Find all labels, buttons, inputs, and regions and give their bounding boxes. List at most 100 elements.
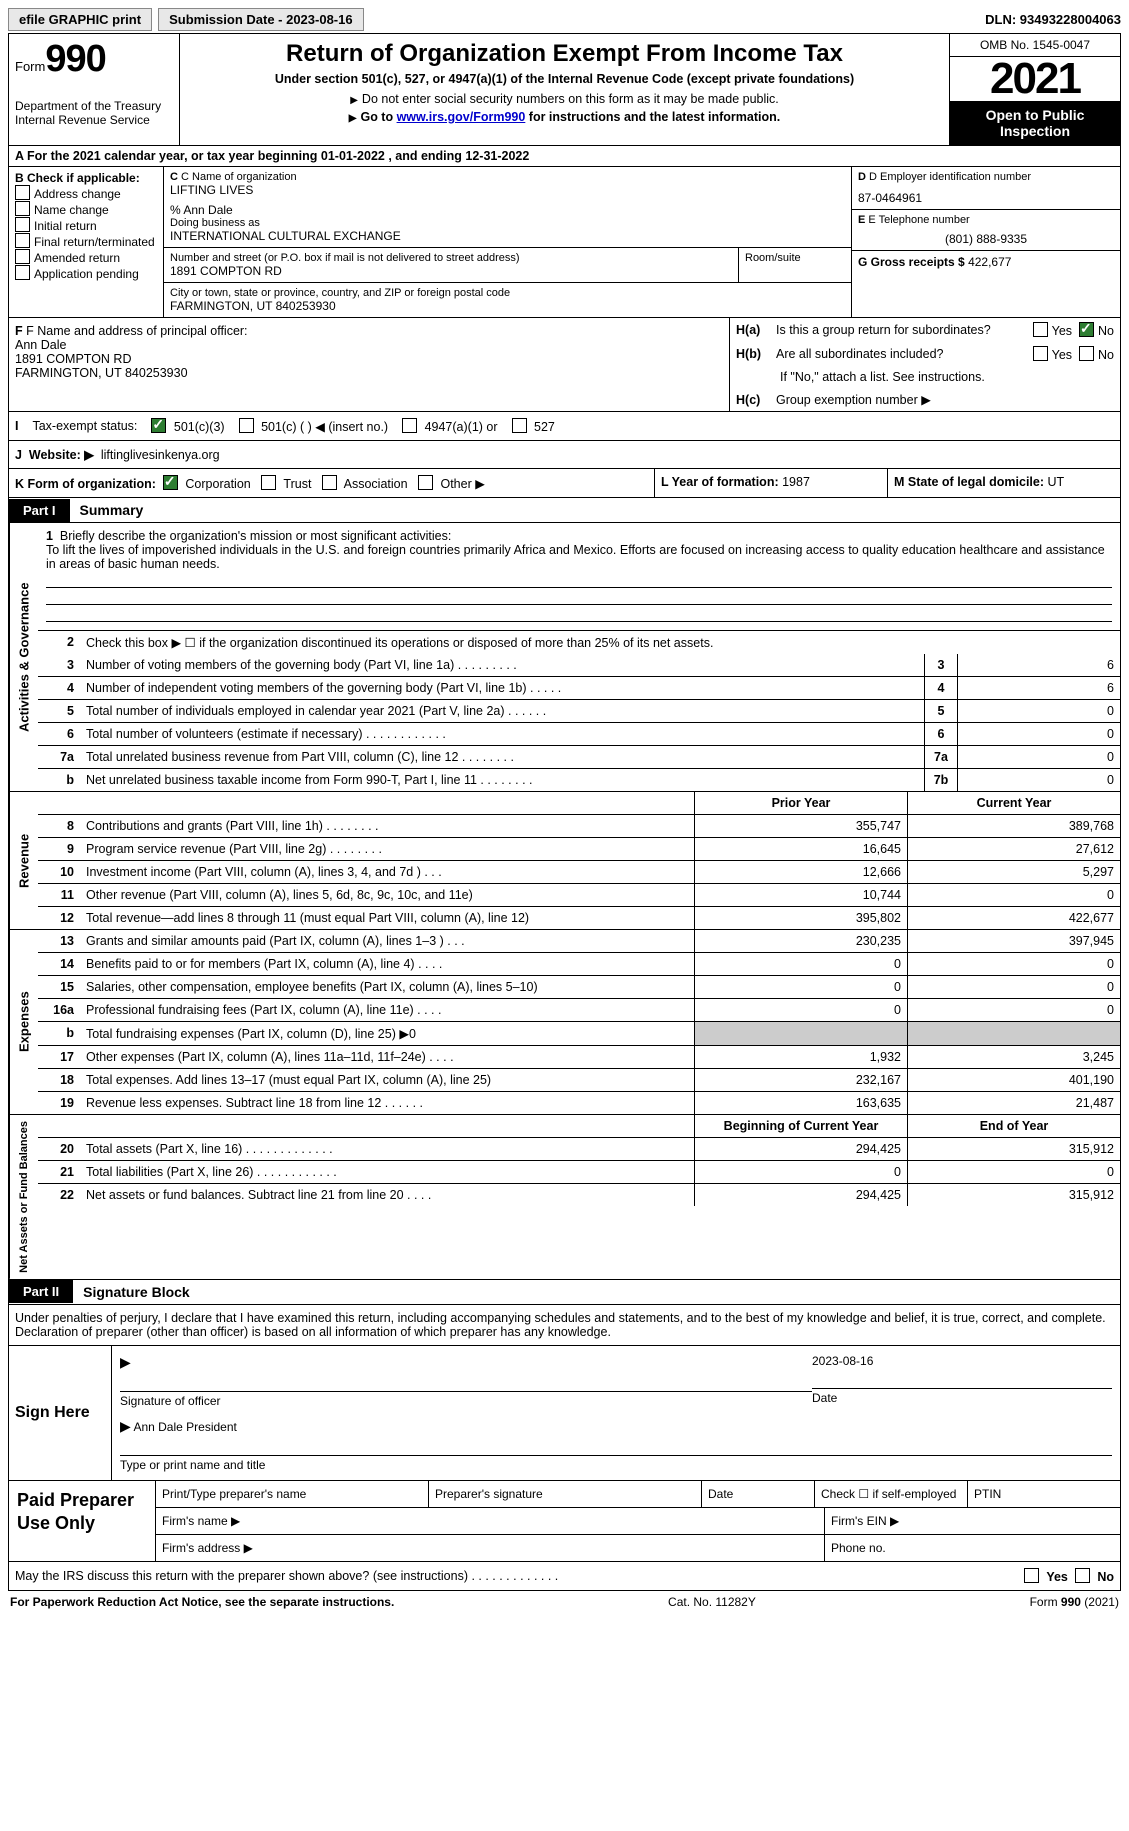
- org-name: LIFTING LIVES: [170, 183, 845, 197]
- row-i-tax-status: I Tax-exempt status: 501(c)(3) 501(c) ( …: [8, 412, 1121, 441]
- year-formation: 1987: [782, 475, 810, 489]
- city-value: FARMINGTON, UT 840253930: [170, 299, 845, 313]
- part-2-header: Part II Signature Block: [8, 1280, 1121, 1305]
- ein-label: D Employer identification number: [869, 171, 1031, 183]
- chk-name-change[interactable]: Name change: [15, 201, 157, 217]
- gov-line: 4Number of independent voting members of…: [38, 677, 1120, 700]
- gov-line: 6Total number of volunteers (estimate if…: [38, 723, 1120, 746]
- form-title: Return of Organization Exempt From Incom…: [186, 40, 943, 68]
- net-assets-section: Net Assets or Fund Balances Beginning of…: [8, 1115, 1121, 1280]
- mission-label: Briefly describe the organization's miss…: [60, 529, 451, 543]
- state-domicile-label: M State of legal domicile:: [894, 475, 1044, 489]
- chk-corporation[interactable]: [163, 475, 178, 490]
- public-inspection: Open to Public Inspection: [950, 101, 1120, 145]
- chk-association[interactable]: [322, 475, 337, 490]
- hb-no-chk[interactable]: [1079, 346, 1094, 361]
- summary-line: bTotal fundraising expenses (Part IX, co…: [38, 1022, 1120, 1046]
- prep-ptin-label: PTIN: [968, 1481, 1120, 1507]
- summary-line: 21Total liabilities (Part X, line 26) . …: [38, 1161, 1120, 1184]
- row-j-website: J Website: ▶ liftinglivesinkenya.org: [8, 441, 1121, 469]
- dba-label: Doing business as: [170, 217, 845, 229]
- note-ssn: Do not enter social security numbers on …: [362, 92, 779, 106]
- summary-line: 18Total expenses. Add lines 13–17 (must …: [38, 1069, 1120, 1092]
- revenue-header-row: Prior Year Current Year: [38, 792, 1120, 815]
- ha-yes-chk[interactable]: [1033, 322, 1048, 337]
- hb-yes-chk[interactable]: [1033, 346, 1048, 361]
- pra-notice: For Paperwork Reduction Act Notice, see …: [10, 1595, 394, 1609]
- irs-link[interactable]: www.irs.gov/Form990: [397, 110, 526, 124]
- chk-initial-return[interactable]: Initial return: [15, 217, 157, 233]
- irs-yes-chk[interactable]: [1024, 1568, 1039, 1583]
- officer-name: Ann Dale: [15, 338, 66, 352]
- chk-trust[interactable]: [261, 475, 276, 490]
- gov-line: 3Number of voting members of the governi…: [38, 654, 1120, 677]
- cat-number: Cat. No. 11282Y: [668, 1595, 756, 1609]
- summary-line: 11Other revenue (Part VIII, column (A), …: [38, 884, 1120, 907]
- chk-501c3[interactable]: [151, 418, 166, 433]
- hb-note: If "No," attach a list. See instructions…: [730, 366, 1120, 388]
- chk-address-change[interactable]: Address change: [15, 185, 157, 201]
- efile-button[interactable]: efile GRAPHIC print: [8, 8, 152, 31]
- state-domicile: UT: [1048, 475, 1065, 489]
- chk-501c[interactable]: [239, 418, 254, 433]
- city-label: City or town, state or province, country…: [170, 287, 845, 299]
- current-year-header: Current Year: [907, 792, 1120, 814]
- summary-line: 9Program service revenue (Part VIII, lin…: [38, 838, 1120, 861]
- sig-date-label: Date: [812, 1391, 837, 1405]
- prep-name-label: Print/Type preparer's name: [156, 1481, 429, 1507]
- prep-sig-label: Preparer's signature: [429, 1481, 702, 1507]
- gov-line: 2Check this box ▶ ☐ if the organization …: [38, 631, 1120, 654]
- col-b-checkboxes: B Check if applicable: Address change Na…: [9, 167, 164, 317]
- care-of: % Ann Dale: [170, 203, 845, 217]
- form-header: Form 990 Department of the Treasury Inte…: [8, 33, 1121, 146]
- room-label: Room/suite: [745, 252, 845, 264]
- section-bcde: B Check if applicable: Address change Na…: [8, 167, 1121, 318]
- gov-line: 5Total number of individuals employed in…: [38, 700, 1120, 723]
- form-footer: Form 990 (2021): [1030, 1595, 1119, 1609]
- mission-block: 1 Briefly describe the organization's mi…: [38, 523, 1120, 631]
- tax-year: 2021: [950, 57, 1120, 101]
- hb-text: Are all subordinates included?: [776, 347, 994, 361]
- top-bar: efile GRAPHIC print Submission Date - 20…: [8, 8, 1121, 31]
- summary-line: 22Net assets or fund balances. Subtract …: [38, 1184, 1120, 1206]
- mission-text: To lift the lives of impoverished indivi…: [46, 543, 1105, 571]
- prep-self-employed[interactable]: Check ☐ if self-employed: [815, 1481, 968, 1507]
- year-formation-label: L Year of formation:: [661, 475, 779, 489]
- website-value: liftinglivesinkenya.org: [101, 448, 220, 462]
- officer-addr2: FARMINGTON, UT 840253930: [15, 366, 188, 380]
- revenue-section: Revenue Prior Year Current Year 8Contrib…: [8, 792, 1121, 930]
- hc-label: H(c): [736, 393, 776, 407]
- net-assets-header-row: Beginning of Current Year End of Year: [38, 1115, 1120, 1138]
- irs-no-chk[interactable]: [1075, 1568, 1090, 1583]
- chk-app-pending[interactable]: Application pending: [15, 265, 157, 281]
- gross-value: 422,677: [968, 255, 1011, 269]
- row-k-org-form: K Form of organization: Corporation Trus…: [8, 469, 1121, 498]
- dba-value: INTERNATIONAL CULTURAL EXCHANGE: [170, 229, 845, 243]
- addr-label: Number and street (or P.O. box if mail i…: [170, 252, 732, 264]
- submission-button[interactable]: Submission Date - 2023-08-16: [158, 8, 364, 31]
- signature-intro: Under penalties of perjury, I declare th…: [8, 1305, 1121, 1346]
- officer-addr1: 1891 COMPTON RD: [15, 352, 131, 366]
- part-1-title: Summary: [70, 498, 154, 522]
- tab-net-assets: Net Assets or Fund Balances: [9, 1115, 38, 1279]
- row-fh: F F Name and address of principal office…: [8, 318, 1121, 412]
- chk-4947[interactable]: [402, 418, 417, 433]
- activities-governance-section: Activities & Governance 1 Briefly descri…: [8, 523, 1121, 792]
- chk-527[interactable]: [512, 418, 527, 433]
- ha-label: H(a): [736, 323, 776, 337]
- part-1-header: Part I Summary: [8, 498, 1121, 523]
- summary-line: 8Contributions and grants (Part VIII, li…: [38, 815, 1120, 838]
- sig-name-label: Type or print name and title: [120, 1458, 265, 1472]
- chk-other[interactable]: [418, 475, 433, 490]
- page-footer: For Paperwork Reduction Act Notice, see …: [8, 1591, 1121, 1613]
- ha-no-chk[interactable]: [1079, 322, 1094, 337]
- summary-line: 10Investment income (Part VIII, column (…: [38, 861, 1120, 884]
- chk-amended-return[interactable]: Amended return: [15, 249, 157, 265]
- note-goto-pre: Go to: [360, 110, 396, 124]
- officer-label: F Name and address of principal officer:: [26, 324, 247, 338]
- summary-line: 15Salaries, other compensation, employee…: [38, 976, 1120, 999]
- chk-final-return[interactable]: Final return/terminated: [15, 233, 157, 249]
- sign-here-block: Sign Here ▶ Signature of officer 2023-08…: [8, 1346, 1121, 1481]
- summary-line: 14Benefits paid to or for members (Part …: [38, 953, 1120, 976]
- gov-line: bNet unrelated business taxable income f…: [38, 769, 1120, 791]
